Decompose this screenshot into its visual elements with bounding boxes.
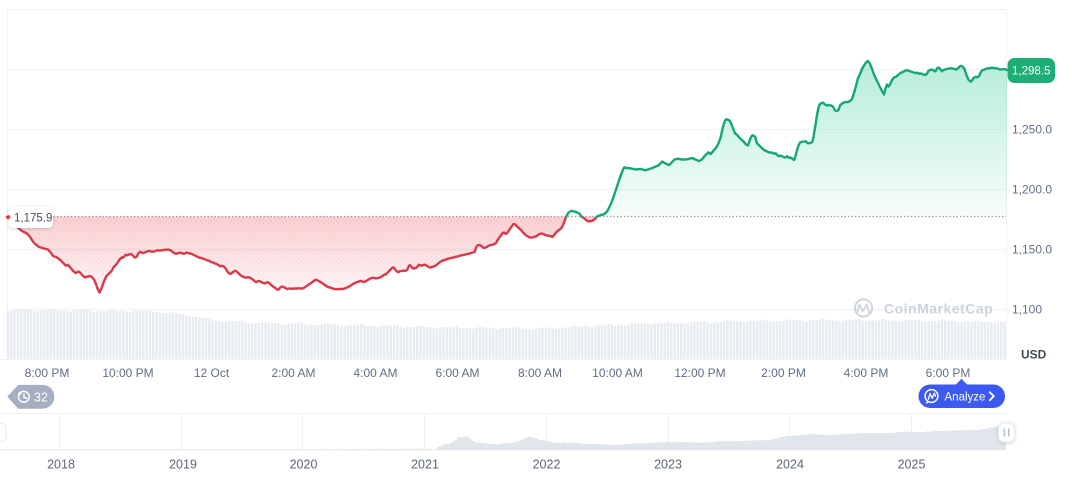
svg-text:2:00 PM: 2:00 PM [761, 366, 806, 380]
svg-text:2023: 2023 [654, 458, 682, 472]
svg-text:4:00 AM: 4:00 AM [353, 366, 397, 380]
svg-text:1,150.0: 1,150.0 [1012, 243, 1052, 257]
svg-text:6:00 PM: 6:00 PM [926, 366, 971, 380]
svg-text:1,298.5: 1,298.5 [1012, 66, 1050, 78]
svg-text:12:00 PM: 12:00 PM [674, 366, 725, 380]
svg-text:2020: 2020 [290, 458, 318, 472]
svg-text:2022: 2022 [533, 458, 561, 472]
svg-text:10:00 AM: 10:00 AM [592, 366, 643, 380]
svg-text:4:00 PM: 4:00 PM [844, 366, 889, 380]
svg-text:32: 32 [34, 390, 48, 404]
svg-text:2019: 2019 [169, 458, 197, 472]
svg-text:2021: 2021 [411, 458, 439, 472]
svg-text:USD: USD [1021, 348, 1047, 362]
svg-text:2018: 2018 [47, 458, 75, 472]
svg-text:1,100: 1,100 [1012, 303, 1042, 317]
svg-text:8:00 AM: 8:00 AM [518, 366, 562, 380]
svg-text:CoinMarketCap: CoinMarketCap [884, 301, 993, 317]
svg-text:Analyze: Analyze [945, 391, 986, 403]
svg-text:1,200.0: 1,200.0 [1012, 183, 1052, 197]
svg-text:6:00 AM: 6:00 AM [435, 366, 479, 380]
svg-text:10:00 PM: 10:00 PM [102, 366, 153, 380]
svg-text:2025: 2025 [898, 458, 926, 472]
svg-text:1,250.0: 1,250.0 [1012, 123, 1052, 137]
svg-text:2024: 2024 [776, 458, 804, 472]
svg-text:8:00 PM: 8:00 PM [25, 366, 70, 380]
svg-text:1,175.9: 1,175.9 [14, 213, 52, 225]
svg-text:12 Oct: 12 Oct [194, 366, 230, 380]
svg-text:2:00 AM: 2:00 AM [271, 366, 315, 380]
